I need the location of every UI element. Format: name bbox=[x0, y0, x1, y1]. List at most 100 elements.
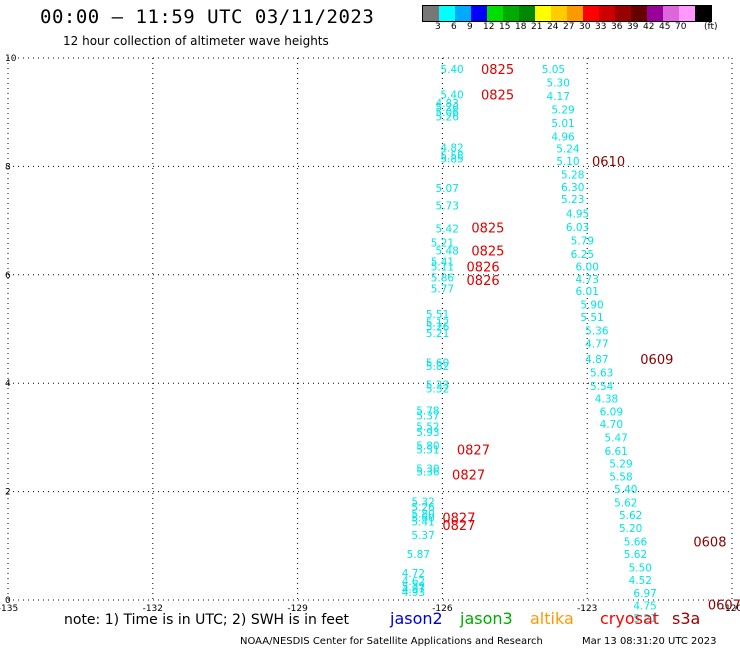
wave-height-value: 5.60 bbox=[426, 358, 449, 370]
wave-height-value: 6.97 bbox=[633, 588, 656, 600]
legend-label: 21 bbox=[531, 22, 543, 32]
x-tick-label: -126 bbox=[432, 604, 453, 614]
wave-height-value: 5.62 bbox=[624, 549, 647, 561]
wave-height-value: 5.51 bbox=[416, 444, 439, 456]
wave-height-value: 5.26 bbox=[426, 321, 450, 333]
wave-height-value: 5.82 bbox=[426, 361, 449, 373]
wave-height-value: 5.62 bbox=[614, 497, 637, 509]
wave-height-value: 5.41 bbox=[431, 256, 454, 268]
wave-height-value: 5.24 bbox=[556, 144, 580, 156]
x-tick-label: -129 bbox=[287, 604, 308, 614]
wave-height-value: 5.11 bbox=[431, 262, 454, 274]
wave-height-value: 6.61 bbox=[604, 446, 627, 458]
legend-label: 42 bbox=[643, 22, 655, 32]
wave-height-value: 5.41 bbox=[411, 516, 434, 528]
wave-height-value: 6.25 bbox=[571, 249, 594, 261]
legend-swatch bbox=[455, 6, 471, 21]
legend-label: 9 bbox=[467, 22, 473, 32]
legend-label: 39 bbox=[627, 22, 639, 32]
wave-height-value: 5.23 bbox=[561, 194, 584, 206]
wave-height-value: 5.58 bbox=[440, 151, 463, 163]
legend-unit: (ft) bbox=[704, 22, 718, 32]
wave-height-value: 5.21 bbox=[431, 237, 454, 249]
pass-time-label: 0825 bbox=[481, 88, 514, 103]
chart-subtitle: 12 hour collection of altimeter wave hei… bbox=[63, 34, 329, 48]
legend-swatch bbox=[631, 6, 647, 21]
wave-height-value: 5.60 bbox=[411, 513, 434, 525]
satellite-label-jason2: jason2 bbox=[390, 609, 443, 628]
legend-label: 3 bbox=[435, 22, 441, 32]
legend-swatch bbox=[599, 6, 615, 21]
wave-height-value: 4.82 bbox=[440, 142, 463, 154]
legend-label: 27 bbox=[563, 22, 575, 32]
wave-height-value: 5.50 bbox=[629, 562, 652, 574]
wave-height-value: 5.37 bbox=[411, 530, 434, 542]
pass-time-label: 0826 bbox=[467, 274, 500, 289]
credit-line: NOAA/NESDIS Center for Satellite Applica… bbox=[240, 636, 543, 647]
satellite-label-cryosat: cryosat bbox=[600, 609, 660, 628]
pass-time-label: 0608 bbox=[693, 535, 726, 550]
legend-label: 15 bbox=[499, 22, 511, 32]
color-legend-bar bbox=[422, 5, 712, 22]
pass-time-label: 0827 bbox=[442, 519, 475, 534]
wave-height-value: 5.06 bbox=[436, 107, 460, 119]
wave-height-value: 5.26 bbox=[411, 502, 435, 514]
wave-height-value: 6.00 bbox=[576, 262, 599, 274]
legend-label: 70 bbox=[675, 22, 687, 32]
wave-height-value: 5.48 bbox=[436, 245, 459, 257]
legend-label: 6 bbox=[451, 22, 457, 32]
x-tick-label: -135 bbox=[0, 604, 18, 614]
wave-height-value: 5.10 bbox=[556, 156, 579, 168]
wave-height-value: 5.32 bbox=[411, 496, 434, 508]
wave-height-value: 5.30 bbox=[416, 463, 439, 475]
footnote: note: 1) Time is in UTC; 2) SWH is in fe… bbox=[64, 612, 350, 628]
pass-time-label: 0825 bbox=[471, 244, 504, 259]
legend-swatch bbox=[535, 6, 551, 21]
wave-height-value: 5.62 bbox=[619, 510, 642, 522]
legend-label: 30 bbox=[579, 22, 591, 32]
wave-height-value: 5.80 bbox=[411, 508, 434, 520]
legend-swatch bbox=[471, 6, 487, 21]
legend-label: 33 bbox=[595, 22, 607, 32]
y-tick-label: 2 bbox=[5, 488, 11, 498]
wave-height-value: 4.95 bbox=[566, 209, 589, 221]
x-tick-label: -123 bbox=[577, 604, 597, 614]
wave-height-value: 5.01 bbox=[551, 118, 574, 130]
legend-swatch bbox=[487, 6, 503, 21]
legend-swatch bbox=[647, 6, 663, 21]
pass-time-label: 0609 bbox=[640, 353, 673, 368]
pass-time-label: 0827 bbox=[442, 512, 475, 527]
y-tick-label: 10 bbox=[5, 54, 17, 64]
wave-height-value: 5.80 bbox=[416, 441, 439, 453]
legend-swatch bbox=[423, 6, 439, 21]
chart-title: 00:00 – 11:59 UTC 03/11/2023 bbox=[40, 6, 375, 28]
wave-height-value: 5.54 bbox=[590, 381, 614, 393]
wave-height-value: 5.93 bbox=[416, 427, 439, 439]
wave-height-value: 5.85 bbox=[440, 153, 463, 165]
wave-height-value: 5.23 bbox=[426, 379, 449, 391]
wave-height-value: 4.73 bbox=[576, 274, 599, 286]
wave-height-value: 4.83 bbox=[436, 98, 459, 110]
wave-height-value: 5.52 bbox=[416, 422, 439, 434]
legend-label: 24 bbox=[547, 22, 559, 32]
legend-swatch bbox=[583, 6, 599, 21]
wave-height-value: 5.29 bbox=[609, 458, 632, 470]
wave-height-value: 5.07 bbox=[436, 183, 459, 195]
wave-height-value: 6.03 bbox=[566, 222, 589, 234]
pass-time-label: 0825 bbox=[471, 222, 504, 237]
satellite-label-altika: altika bbox=[530, 609, 574, 628]
wave-height-value: 5.37 bbox=[416, 411, 439, 423]
wave-height-value: 5.86 bbox=[431, 273, 455, 285]
wave-height-value: 5.58 bbox=[609, 471, 632, 483]
satellite-label-jason3: jason3 bbox=[460, 609, 513, 628]
x-tick-label: -120 bbox=[722, 604, 740, 614]
wave-height-value: 5.42 bbox=[436, 224, 459, 236]
wave-height-value: 5.63 bbox=[590, 367, 613, 379]
wave-height-value: 5.29 bbox=[551, 104, 574, 116]
generated-timestamp: Mar 13 08:31:20 UTC 2023 bbox=[582, 636, 717, 647]
wave-height-value: 6.09 bbox=[600, 406, 623, 418]
wave-height-value: 5.21 bbox=[426, 328, 449, 340]
wave-height-value: 5.51 bbox=[426, 309, 449, 321]
legend-swatch bbox=[567, 6, 583, 21]
